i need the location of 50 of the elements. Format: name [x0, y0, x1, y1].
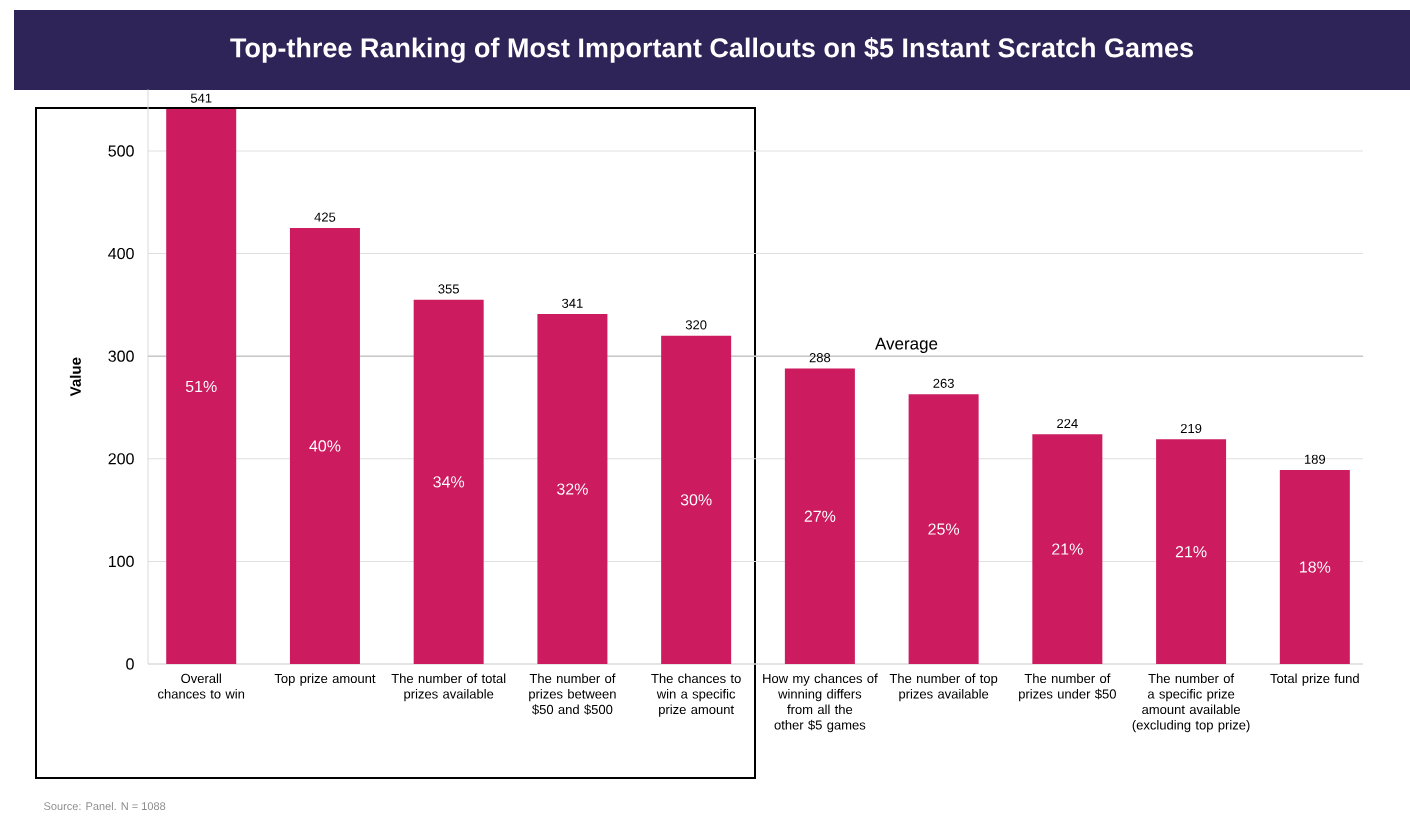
bar [1032, 434, 1103, 664]
source-note: Source: Panel. N = 1088 [44, 801, 166, 811]
annotation: 27% [804, 510, 836, 522]
data-label: 224 [1057, 418, 1078, 428]
bar [413, 299, 484, 664]
data-label: 288 [809, 353, 831, 363]
x-tick-label: The number of total prizes available [391, 673, 506, 702]
bar [1279, 470, 1350, 664]
bar [661, 335, 732, 664]
ref-line-label: Average [875, 337, 938, 353]
x-tick-label: The number of prizes under $50 [1019, 673, 1116, 702]
x-tick-label: Overall chances to win [158, 673, 245, 699]
annotation: 51% [185, 380, 217, 393]
data-label: 189 [1304, 454, 1326, 464]
data-label: 355 [438, 284, 459, 294]
y-tick-label: 0 [126, 658, 134, 670]
data-label: 320 [685, 320, 707, 330]
bar [784, 368, 855, 664]
annotation: 25% [928, 523, 960, 535]
annotation: 40% [309, 440, 341, 452]
y-tick-label: 500 [108, 145, 134, 157]
y-tick-label: 400 [108, 247, 134, 260]
annotation: 32% [557, 483, 588, 495]
x-tick-label: Top prize amount [274, 673, 376, 686]
bar [289, 227, 360, 664]
bar [537, 314, 608, 664]
bar [1156, 439, 1227, 664]
y-tick-label: 100 [109, 555, 134, 568]
y-tick-label: 200 [108, 453, 134, 465]
data-label: 541 [190, 93, 212, 103]
data-label: 219 [1180, 423, 1202, 434]
data-label: 263 [933, 378, 954, 388]
x-tick-label: How my chances of winning differs from all the other $5 games [763, 673, 878, 733]
data-label: 425 [314, 212, 336, 222]
x-tick-label: Total prize fund [1270, 673, 1359, 686]
chart-title: Top-three Ranking of Most Important Callouts on $5 Instant Scratch Games [230, 37, 1193, 63]
annotation: 18% [1300, 561, 1331, 573]
x-tick-label: The number of a specific prize amount available (excluding top prize) [1132, 673, 1250, 733]
x-tick-label: The chances to win a specific prize amount [651, 673, 741, 717]
annotation: 21% [1052, 543, 1083, 555]
bar [908, 394, 979, 664]
annotation: 34% [433, 476, 465, 488]
y-tick-label: 300 [108, 350, 134, 362]
data-label: 341 [562, 298, 583, 308]
x-tick-label: The number of prizes between $50 and $500 [529, 673, 616, 715]
bar [166, 108, 237, 664]
y-axis-title: Value [69, 357, 81, 397]
annotation: 30% [680, 494, 712, 506]
annotation: 21% [1175, 546, 1207, 558]
x-tick-label: The number of top prizes available [889, 673, 998, 702]
